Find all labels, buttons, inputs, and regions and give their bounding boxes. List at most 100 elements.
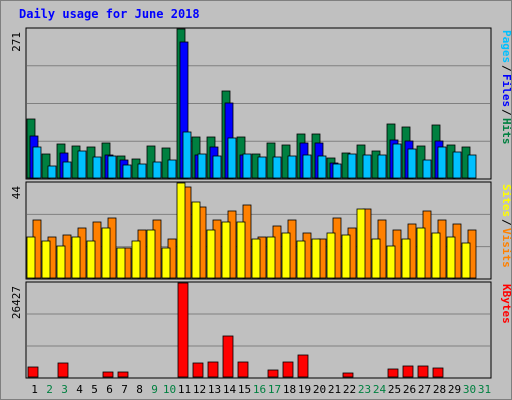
bar-pages-day-9: [152, 161, 162, 179]
max-label-visits-sites: 44: [10, 186, 23, 200]
bar-pages-day-30: [467, 154, 477, 179]
bar-pages-day-19: [302, 154, 312, 179]
day-label-22: 22: [343, 383, 356, 396]
bar-sites-day-10: [161, 247, 171, 279]
bar-sites-day-3: [56, 245, 66, 279]
bar-kbytes-day-1: [27, 366, 39, 378]
day-label-26: 26: [403, 383, 416, 396]
label-separator: /: [500, 109, 511, 116]
bar-kbytes-day-28: [432, 367, 444, 378]
bar-sites-day-1: [26, 236, 36, 279]
day-label-17: 17: [268, 383, 281, 396]
day-label-18: 18: [283, 383, 296, 396]
bar-pages-day-24: [377, 154, 387, 179]
day-label-11: 11: [178, 383, 191, 396]
bar-pages-day-28: [437, 146, 447, 179]
day-label-7: 7: [121, 383, 128, 396]
bar-kbytes-day-7: [117, 371, 129, 378]
bar-pages-day-1: [32, 146, 42, 179]
bar-sites-day-27: [416, 227, 426, 279]
day-label-14: 14: [223, 383, 237, 396]
bar-pages-day-29: [452, 151, 462, 179]
bar-pages-day-7: [122, 164, 132, 179]
day-label-30: 30: [463, 383, 476, 396]
bar-pages-day-5: [92, 156, 102, 179]
bar-pages-day-26: [407, 148, 417, 179]
bar-pages-day-3: [62, 161, 72, 179]
bar-sites-day-23: [356, 208, 366, 279]
bar-pages-day-23: [362, 154, 372, 179]
day-label-25: 25: [388, 383, 401, 396]
bar-sites-day-20: [311, 238, 321, 279]
bar-sites-day-16: [251, 238, 261, 279]
day-label-13: 13: [208, 383, 221, 396]
day-label-1: 1: [31, 383, 38, 396]
right-label-pages: Pages: [500, 30, 511, 63]
right-label-sites: Sites: [500, 184, 511, 217]
day-label-31: 31: [478, 383, 491, 396]
label-separator: /: [500, 65, 511, 72]
bar-pages-day-15: [242, 153, 252, 179]
bar-pages-day-17: [272, 156, 282, 179]
bar-kbytes-day-27: [417, 365, 429, 378]
day-label-9: 9: [151, 383, 158, 396]
panel-kbytes: [25, 281, 492, 379]
right-label-kbytes: KBytes: [500, 284, 511, 324]
bar-kbytes-day-18: [282, 361, 294, 378]
bar-pages-day-14: [227, 137, 237, 179]
bar-pages-day-8: [137, 163, 147, 179]
bar-pages-day-12: [197, 153, 207, 179]
bar-kbytes-day-6: [102, 371, 114, 378]
bar-sites-day-19: [296, 240, 306, 279]
day-label-23: 23: [358, 383, 371, 396]
bar-pages-day-10: [167, 159, 177, 179]
max-label-hits-files-pages: 271: [10, 32, 23, 52]
day-label-4: 4: [76, 383, 83, 396]
chart-title: Daily usage for June 2018: [19, 7, 200, 21]
bar-sites-day-21: [326, 232, 336, 279]
bar-kbytes-day-14: [222, 335, 234, 378]
day-label-24: 24: [373, 383, 387, 396]
bar-sites-day-12: [191, 201, 201, 279]
bar-pages-day-27: [422, 159, 432, 179]
bar-sites-day-30: [461, 242, 471, 279]
day-label-21: 21: [328, 383, 341, 396]
right-label-files: Files: [500, 74, 511, 107]
bar-pages-day-2: [47, 165, 57, 179]
bar-pages-day-18: [287, 155, 297, 179]
bar-sites-day-11: [176, 182, 186, 279]
bar-sites-day-7: [116, 247, 126, 279]
bar-pages-day-13: [212, 155, 222, 179]
bar-pages-day-11: [182, 131, 192, 179]
bar-sites-day-8: [131, 240, 141, 279]
day-label-20: 20: [313, 383, 326, 396]
day-label-28: 28: [433, 383, 446, 396]
bar-pages-day-16: [257, 156, 267, 179]
day-label-16: 16: [253, 383, 266, 396]
bar-kbytes-day-19: [297, 354, 309, 378]
bar-sites-day-22: [341, 234, 351, 279]
day-label-2: 2: [46, 383, 53, 396]
day-label-27: 27: [418, 383, 431, 396]
bar-sites-day-14: [221, 221, 231, 279]
day-label-19: 19: [298, 383, 311, 396]
bar-kbytes-day-22: [342, 372, 354, 378]
bar-sites-day-26: [401, 238, 411, 279]
bar-sites-day-28: [431, 232, 441, 279]
day-label-12: 12: [193, 383, 206, 396]
day-label-6: 6: [106, 383, 113, 396]
bar-sites-day-25: [386, 245, 396, 279]
bar-pages-day-21: [332, 163, 342, 179]
bar-kbytes-day-13: [207, 361, 219, 378]
right-label-hits: Hits: [500, 118, 511, 145]
bar-kbytes-day-25: [387, 368, 399, 378]
bar-pages-day-6: [107, 155, 117, 179]
bar-sites-day-18: [281, 232, 291, 279]
right-label-visits: Visits: [500, 228, 511, 268]
bar-kbytes-day-15: [237, 361, 249, 378]
bar-kbytes-day-17: [267, 369, 279, 378]
max-label-kbytes: 26427: [10, 286, 23, 319]
day-label-3: 3: [61, 383, 68, 396]
